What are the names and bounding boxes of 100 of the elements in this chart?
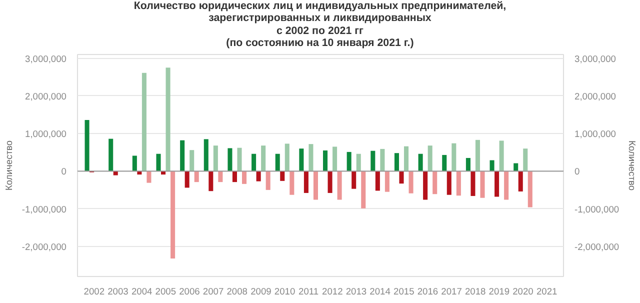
bar <box>184 171 190 188</box>
x-tick-label: 2002 <box>84 286 105 296</box>
bar <box>142 72 146 172</box>
bar <box>237 148 242 172</box>
y-axis-title: Количество <box>4 140 14 191</box>
bar <box>375 171 380 191</box>
bar <box>190 150 194 172</box>
bar <box>418 154 423 172</box>
y2-tick-label: 2,000,000 <box>574 91 616 102</box>
bar <box>228 148 232 172</box>
bar <box>404 146 409 172</box>
y-tick-label: 3,000,000 <box>25 54 66 64</box>
bar <box>475 140 480 172</box>
bar <box>290 171 294 195</box>
bar <box>323 150 328 172</box>
bar <box>399 171 404 184</box>
x-tick-label: 2006 <box>179 286 200 296</box>
bar <box>514 163 518 172</box>
bar <box>370 150 376 172</box>
bar <box>166 68 170 172</box>
bar <box>442 154 447 172</box>
y-tick-label: 1,000,000 <box>25 129 66 140</box>
x-tick-label: 2021 <box>536 286 558 296</box>
x-tick-label: 2013 <box>346 286 367 296</box>
bar <box>394 153 399 172</box>
y-tick-label: 2,000,000 <box>25 91 66 102</box>
bar <box>170 171 176 258</box>
bar <box>108 138 114 172</box>
bar <box>284 144 290 172</box>
x-tick-label: 2017 <box>441 286 462 296</box>
bar <box>252 154 256 172</box>
y2-axis-title: Количество <box>627 140 638 191</box>
bar <box>380 148 385 172</box>
y2-tick-label: 0 <box>574 166 580 177</box>
bar <box>337 171 342 200</box>
x-tick-label: 2004 <box>131 286 152 296</box>
y2-tick-label: 3,000,000 <box>574 54 616 64</box>
bar <box>346 152 352 172</box>
bar <box>352 171 356 189</box>
y2-tick-label: -2,000,000 <box>574 242 620 252</box>
bar <box>490 160 494 172</box>
bar <box>213 146 218 172</box>
x-tick-label: 2015 <box>394 286 414 296</box>
bar <box>299 148 304 172</box>
bar <box>456 171 461 196</box>
x-tick-label: 2003 <box>108 286 128 296</box>
bar <box>528 171 532 208</box>
x-tick-label: 2014 <box>370 286 390 296</box>
bar <box>470 171 476 196</box>
bar <box>146 171 152 183</box>
y-tick-label: 0 <box>61 166 67 177</box>
bar <box>452 143 456 172</box>
x-tick-label: 2007 <box>202 286 224 296</box>
x-tick-label: 2005 <box>155 286 176 296</box>
bar <box>504 171 509 200</box>
bar <box>304 171 308 193</box>
y2-tick-label: -1,000,000 <box>574 204 620 214</box>
bar <box>494 171 500 197</box>
bar <box>208 171 214 192</box>
y2-tick-label: 1,000,000 <box>574 129 616 140</box>
bar <box>256 171 261 182</box>
bar <box>313 171 318 200</box>
bar <box>356 154 361 172</box>
bar <box>132 156 137 172</box>
bar <box>328 171 332 193</box>
bar <box>113 171 118 176</box>
x-tick-label: 2020 <box>512 286 534 296</box>
y-tick-label: -2,000,000 <box>22 242 67 252</box>
bar <box>523 148 528 172</box>
x-tick-label: 2009 <box>250 286 272 296</box>
bar <box>499 140 504 172</box>
bar <box>480 171 485 198</box>
bar <box>446 171 452 195</box>
bar <box>466 158 470 172</box>
bar <box>308 144 314 172</box>
bar <box>518 171 523 192</box>
x-tick-label: 2010 <box>274 286 296 296</box>
bar <box>218 171 223 182</box>
bar <box>232 171 237 182</box>
x-tick-label: 2011 <box>298 286 319 296</box>
x-tick-label: 2008 <box>226 286 248 296</box>
bar <box>408 171 414 194</box>
x-tick-label: 2018 <box>464 286 486 296</box>
bar <box>280 171 285 181</box>
bar <box>432 171 438 194</box>
bar <box>156 154 161 172</box>
bar <box>384 171 390 192</box>
bar <box>194 171 199 182</box>
x-tick-label: 2019 <box>488 286 510 296</box>
bar <box>84 120 90 172</box>
x-tick-label: 2016 <box>417 286 438 296</box>
bar <box>242 171 247 184</box>
x-tick-label: 2012 <box>322 286 343 296</box>
bar <box>204 139 208 172</box>
bar <box>423 171 428 200</box>
bar <box>266 171 270 190</box>
bar <box>180 140 185 172</box>
bar <box>275 154 280 172</box>
y-tick-label: -1,000,000 <box>22 204 67 214</box>
bar <box>332 146 338 172</box>
